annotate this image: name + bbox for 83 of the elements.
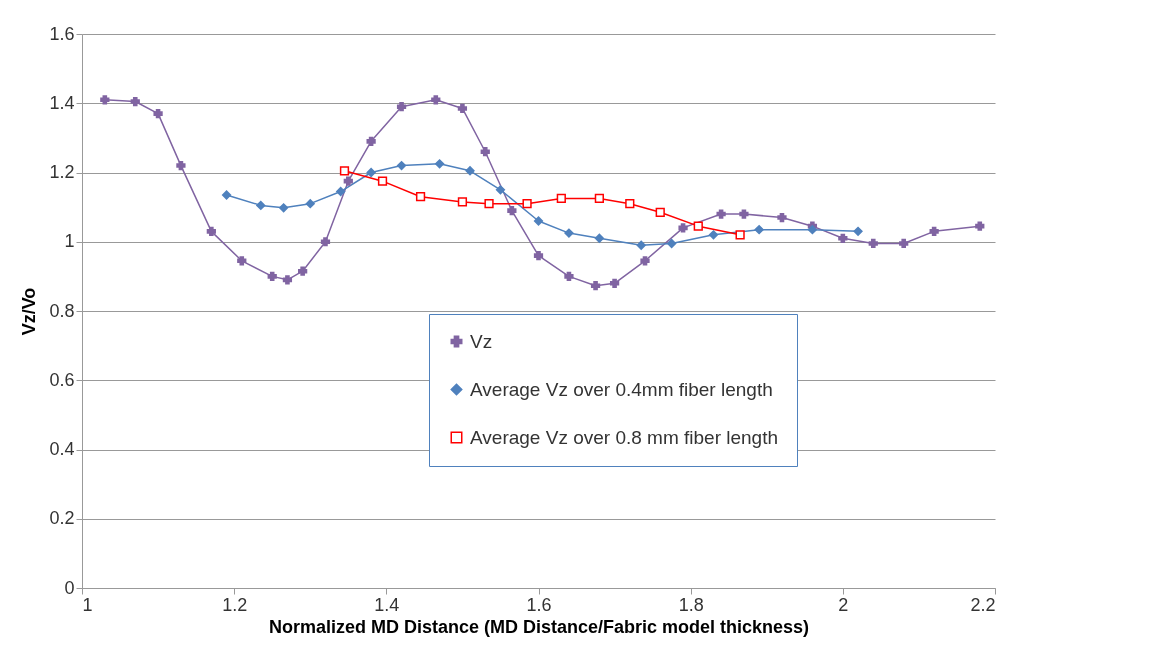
point: [708, 230, 719, 240]
point: [533, 216, 544, 226]
point: [130, 96, 140, 107]
legend-label: Vz: [470, 330, 493, 352]
point: [377, 176, 388, 186]
point: [556, 193, 566, 204]
point: [929, 226, 939, 236]
y-tick-label: 0.4: [49, 439, 75, 459]
x-tick-label: 1.6: [526, 594, 552, 615]
point: [396, 102, 407, 112]
y-tick-label: 1.4: [49, 92, 75, 113]
point: [480, 147, 490, 157]
point: [153, 109, 163, 119]
point: [339, 166, 350, 176]
point: [899, 238, 909, 249]
y-tick-label: 0.2: [49, 508, 75, 529]
point: [777, 212, 787, 223]
point: [636, 240, 646, 250]
point: [305, 199, 315, 209]
y-tick-label: 1.2: [49, 162, 75, 182]
point: [484, 199, 494, 209]
y-tick-label: 1.6: [49, 23, 75, 44]
y-axis-title: Vz/Vo: [19, 287, 40, 336]
y-tick-label: 0.8: [49, 300, 75, 321]
x-tick-label: 1.4: [374, 594, 400, 615]
point: [853, 226, 863, 236]
point: [655, 207, 665, 217]
point: [336, 186, 346, 197]
point: [366, 136, 376, 146]
point: [735, 230, 745, 240]
point: [693, 221, 703, 231]
point: [343, 176, 353, 186]
point: [739, 209, 749, 219]
point: [457, 103, 468, 114]
point: [716, 209, 726, 219]
x-tick-label: 1.2: [222, 594, 248, 615]
point: [366, 167, 376, 178]
point: [522, 199, 532, 209]
legend-label: Average Vz over 0.4mm fiber length: [470, 378, 773, 400]
point: [465, 166, 475, 176]
point: [237, 256, 247, 266]
point: [807, 225, 818, 235]
point: [415, 192, 426, 202]
point: [396, 160, 407, 171]
point: [431, 95, 441, 105]
point: [594, 193, 604, 204]
y-tick-label: 1: [64, 231, 75, 252]
y-tick-label: 0: [64, 577, 75, 598]
x-tick-label: 2: [838, 594, 849, 615]
point: [267, 271, 277, 281]
point: [206, 226, 216, 236]
y-tick-label: 0.6: [49, 369, 75, 390]
x-tick-label: 1: [82, 594, 93, 615]
point: [564, 271, 574, 281]
point: [625, 199, 635, 209]
point: [256, 200, 266, 211]
point: [678, 223, 688, 233]
point: [495, 185, 506, 195]
point: [590, 281, 601, 291]
point: [298, 266, 308, 276]
x-axis-title: Normalized MD Distance (MD Distance/Fabric model thickness): [268, 616, 810, 637]
x-tick-label: 1.8: [678, 594, 704, 615]
point: [838, 233, 848, 243]
point: [609, 278, 620, 288]
point: [221, 190, 232, 200]
point: [279, 203, 289, 213]
point: [533, 250, 544, 261]
point: [434, 159, 445, 169]
point: [594, 233, 604, 243]
point: [320, 237, 331, 247]
point: [667, 238, 677, 249]
point: [868, 238, 878, 249]
point: [640, 256, 650, 266]
point: [176, 160, 186, 171]
point: [457, 197, 468, 207]
point: [282, 275, 293, 285]
point: [975, 221, 985, 231]
point: [754, 225, 764, 235]
point: [507, 205, 517, 216]
point: [564, 228, 574, 238]
x-tick-label: 2.2: [970, 594, 996, 615]
point: [100, 95, 110, 105]
legend-label: Average Vz over 0.8 mm fiber length: [470, 426, 779, 448]
